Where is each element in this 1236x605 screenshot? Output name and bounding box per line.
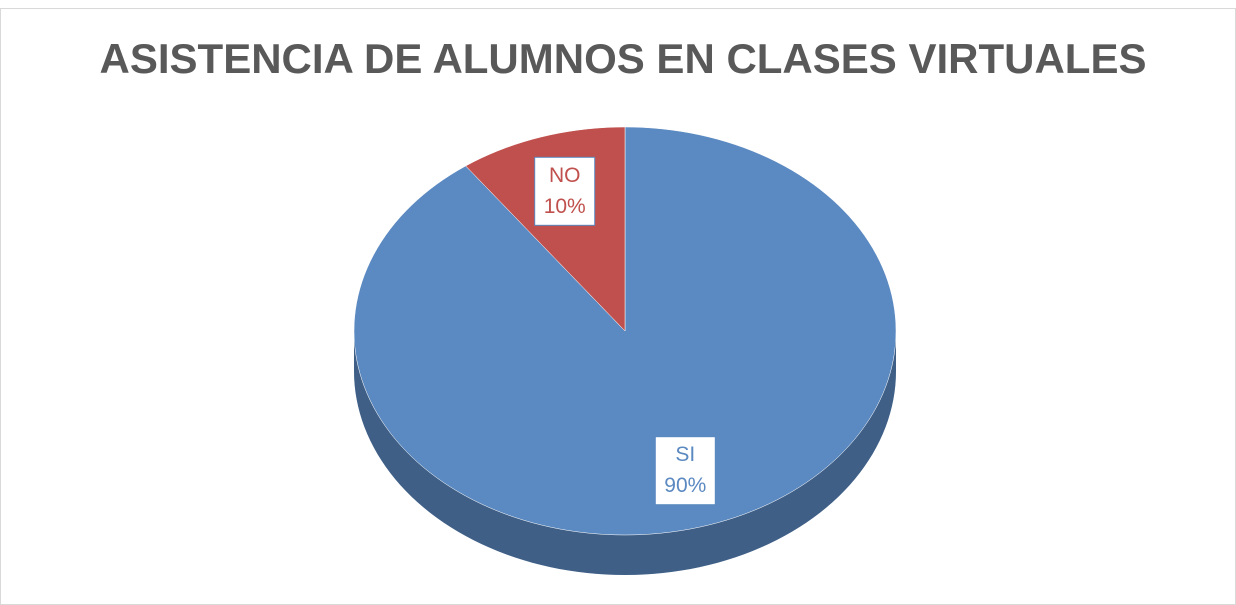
data-label-box [534, 156, 596, 226]
pie-slice-side [354, 331, 896, 575]
data-label-box [654, 436, 716, 506]
data-label-category: NO [549, 164, 581, 187]
chart-title: ASISTENCIA DE ALUMNOS EN CLASES VIRTUALE… [100, 35, 1147, 82]
data-label-value: 10% [544, 195, 586, 218]
data-label-category: SI [675, 443, 695, 466]
pie-side-shade [354, 331, 896, 575]
data-label-value: 90% [664, 474, 706, 497]
